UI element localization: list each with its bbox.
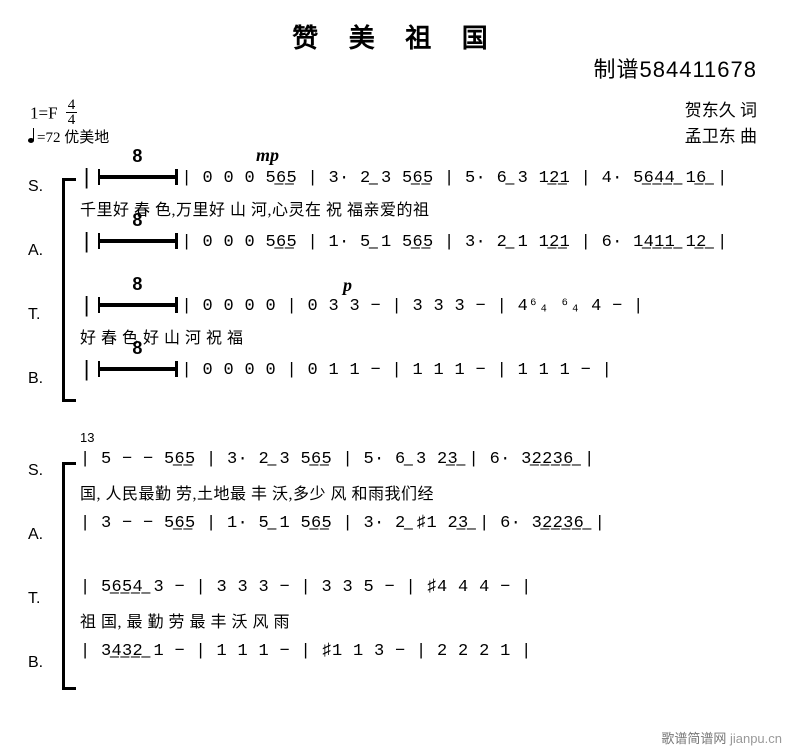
system-1: S. mp |8| 0 0 0 5͟6͟5 | 3· 2͟ 3 5͟6͟5 | … (28, 160, 764, 420)
tenor-music-2: | 5͟6͟5͟4͟ 3 − | 3 3 3 − | 3 3 5 − | ♯4 … (80, 578, 764, 597)
score-title: 赞 美 祖 国 (0, 0, 792, 55)
key-label: 1=F (30, 103, 58, 122)
voice-label-s: S. (28, 462, 43, 480)
bass-music-1: |8| 0 0 0 0 | 0 1 1 − | 1 1 1 − | 1 1 1 … (80, 358, 764, 383)
tempo-text: =72 优美地 (37, 130, 109, 146)
voice-label-a: A. (28, 526, 43, 544)
dynamic-p: p (343, 275, 352, 296)
tempo-marking: =72 优美地 (28, 126, 109, 147)
multirest-icon: 8 (98, 233, 178, 249)
time-num: 4 (66, 98, 78, 113)
watermark-site-url: jianpu.cn (730, 731, 782, 746)
voice-label-t: T. (28, 590, 40, 608)
system-2: 13 S. | 5 − − 5͟6͟5 | 3· 2͟ 3 5͟6͟5 | 5·… (28, 450, 764, 710)
measure-number-13: 13 (80, 430, 94, 445)
credits-block: 贺东久 词 孟卫东 曲 (685, 98, 757, 149)
dynamic-mp: mp (256, 145, 279, 166)
t-notes-1: | 0 0 0 0 | 0 3 3 − | 3 3 3 − | 4⁶₄ ⁶₄ 4… (182, 297, 644, 316)
staff-tenor-2: T. | 5͟6͟5͟4͟ 3 − | 3 3 3 − | 3 3 5 − | … (28, 578, 764, 638)
soprano-lyrics-2: 国, 人民最勤 劳,土地最 丰 沃,多少 风 和雨我们经 (80, 480, 764, 504)
a-notes-1: | 0 0 0 5͟6͟5 | 1· 5͟ 1 5͟6͟5 | 3· 2͟ 1 … (182, 233, 728, 252)
staff-bass-2: B. | 3͟4͟3͟2͟ 1 − | 1 1 1 − | ♯1 1 3 − |… (28, 642, 764, 702)
voice-label-t: T. (28, 306, 40, 324)
staff-soprano-2: S. | 5 − − 5͟6͟5 | 3· 2͟ 3 5͟6͟5 | 5· 6͟… (28, 450, 764, 510)
watermark: 歌谱简谱网 jianpu.cn (661, 728, 782, 747)
staff-alto-2: A. | 3 − − 5͟6͟5 | 1· 5͟ 1 5͟6͟5 | 3· 2͟… (28, 514, 764, 574)
alto-music-2: | 3 − − 5͟6͟5 | 1· 5͟ 1 5͟6͟5 | 3· 2͟ ♯1… (80, 514, 764, 533)
voice-label-a: A. (28, 242, 43, 260)
tenor-music-1: |8| 0 0 0 0 | 0 3 3 − | 3 3 3 − | 4⁶₄ ⁶₄… (80, 294, 764, 319)
voice-label-b: B. (28, 370, 43, 388)
lyricist-credit: 贺东久 词 (685, 98, 757, 124)
soprano-lyrics-1: 千里好 春 色,万里好 山 河,心灵在 祝 福亲爱的祖 (80, 196, 764, 220)
soprano-music-1: |8| 0 0 0 5͟6͟5 | 3· 2͟ 3 5͟6͟5 | 5· 6͟ … (80, 166, 764, 191)
b-notes-1: | 0 0 0 0 | 0 1 1 − | 1 1 1 − | 1 1 1 − … (182, 361, 613, 380)
s-notes-1: | 0 0 0 5͟6͟5 | 3· 2͟ 3 5͟6͟5 | 5· 6͟ 3 … (182, 169, 728, 188)
tenor-lyrics-2: 祖 国, 最 勤 劳 最 丰 沃 风 雨 (80, 608, 764, 632)
multirest-icon: 8 (98, 297, 178, 313)
staff-bass: B. |8| 0 0 0 0 | 0 1 1 − | 1 1 1 − | 1 1… (28, 358, 764, 418)
alto-music-1: |8| 0 0 0 5͟6͟5 | 1· 5͟ 1 5͟6͟5 | 3· 2͟ … (80, 230, 764, 255)
tenor-lyrics-1: 好 春 色 好 山 河 祝 福 (80, 324, 764, 348)
voice-label-b: B. (28, 654, 43, 672)
voice-label-s: S. (28, 178, 43, 196)
top-credit: 制谱584411678 (594, 52, 758, 84)
quarter-note-icon (28, 129, 37, 143)
multirest-icon: 8 (98, 361, 178, 377)
watermark-site-cn: 歌谱简谱网 (661, 731, 726, 746)
bass-music-2: | 3͟4͟3͟2͟ 1 − | 1 1 1 − | ♯1 1 3 − | 2 … (80, 642, 764, 661)
time-signature: 4 4 (66, 98, 78, 128)
composer-credit: 孟卫东 曲 (685, 124, 757, 150)
key-time-signature: 1=F 4 4 (30, 98, 77, 128)
multirest-icon: 8 (98, 169, 178, 185)
soprano-music-2: | 5 − − 5͟6͟5 | 3· 2͟ 3 5͟6͟5 | 5· 6͟ 3 … (80, 450, 764, 469)
